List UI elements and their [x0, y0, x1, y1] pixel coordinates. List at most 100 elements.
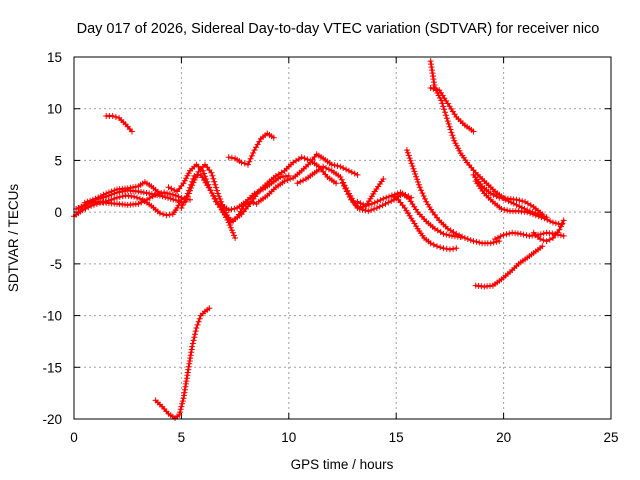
data-point — [79, 207, 86, 214]
data-point — [184, 193, 191, 200]
data-point — [138, 199, 145, 206]
x-tick-label: 0 — [70, 430, 78, 445]
data-point — [141, 198, 148, 205]
data-point — [360, 201, 367, 208]
data-point — [535, 213, 542, 220]
y-tick-label: 0 — [54, 205, 62, 220]
data-point — [201, 170, 207, 177]
data-point — [464, 236, 471, 242]
data-point — [328, 161, 335, 168]
data-point — [247, 155, 254, 162]
data-point — [178, 205, 185, 211]
data-point — [213, 184, 220, 191]
y-tick-label: -10 — [42, 309, 62, 324]
data-point — [537, 231, 544, 238]
series-arc-24 — [492, 229, 567, 242]
data-point — [111, 187, 118, 194]
data-point — [109, 113, 116, 119]
data-point — [379, 202, 386, 209]
data-point — [556, 226, 563, 233]
data-point — [193, 174, 199, 181]
data-point — [490, 239, 497, 246]
data-point — [320, 163, 327, 170]
series-arc-21 — [470, 171, 546, 218]
data-point — [516, 203, 523, 210]
data-point — [166, 190, 173, 197]
data-point — [170, 196, 177, 203]
data-point — [437, 244, 444, 251]
data-point — [300, 177, 307, 184]
data-point — [342, 185, 349, 192]
data-point — [410, 165, 417, 172]
series-arc-09 — [182, 161, 260, 226]
data-point — [446, 123, 453, 130]
series-line — [184, 163, 258, 224]
y-tick-label: -5 — [50, 257, 62, 272]
series-arc-10 — [225, 130, 277, 168]
data-point — [371, 206, 377, 212]
data-point — [497, 233, 504, 240]
data-point — [493, 238, 500, 245]
data-point — [383, 194, 390, 201]
data-point — [516, 197, 523, 204]
data-point — [461, 235, 468, 241]
data-point — [544, 216, 551, 223]
data-point — [337, 174, 344, 180]
data-point — [189, 340, 196, 347]
data-point — [517, 230, 524, 237]
data-point — [470, 128, 477, 135]
data-point — [194, 171, 201, 178]
data-point — [177, 406, 184, 413]
data-point — [270, 134, 277, 141]
data-point — [177, 409, 183, 416]
data-point — [343, 166, 350, 173]
data-point — [281, 178, 288, 185]
data-point — [161, 189, 168, 196]
data-point — [245, 161, 251, 168]
data-point — [211, 178, 218, 185]
data-point — [76, 205, 82, 211]
data-point — [442, 109, 448, 116]
data-point — [500, 231, 507, 238]
data-point — [241, 160, 248, 167]
chart-title: Day 017 of 2026, Sidereal Day-to-day VTE… — [77, 21, 600, 37]
series-arc-17 — [388, 192, 460, 253]
data-point — [368, 200, 375, 207]
data-point — [232, 235, 239, 241]
data-point — [192, 328, 199, 335]
data-point — [165, 184, 172, 191]
data-point — [427, 85, 434, 91]
data-point — [228, 227, 235, 234]
data-point — [246, 158, 253, 165]
data-point — [487, 190, 494, 197]
data-point — [506, 230, 513, 237]
data-point — [156, 190, 163, 197]
data-point — [284, 177, 291, 184]
data-point — [493, 193, 500, 200]
series-arc-23 — [472, 243, 546, 290]
data-point — [539, 211, 546, 218]
y-tick-label: -15 — [42, 360, 62, 375]
data-point — [191, 334, 198, 341]
data-point — [346, 194, 353, 200]
data-point — [496, 238, 503, 245]
data-point — [453, 245, 460, 252]
data-point — [214, 190, 221, 197]
data-point — [540, 230, 547, 237]
data-point — [450, 245, 457, 252]
data-point — [530, 211, 536, 218]
data-point — [179, 398, 186, 405]
data-point — [540, 237, 547, 244]
data-point — [407, 157, 414, 164]
data-point — [298, 154, 305, 161]
data-point — [84, 198, 91, 205]
series-arc-11 — [217, 172, 292, 214]
data-point — [185, 190, 192, 197]
data-point — [231, 205, 238, 212]
y-tick-label: -20 — [42, 412, 62, 427]
data-point — [416, 184, 423, 191]
data-point — [89, 196, 96, 203]
data-point — [376, 203, 383, 210]
data-point — [439, 100, 446, 107]
data-point — [386, 193, 392, 200]
